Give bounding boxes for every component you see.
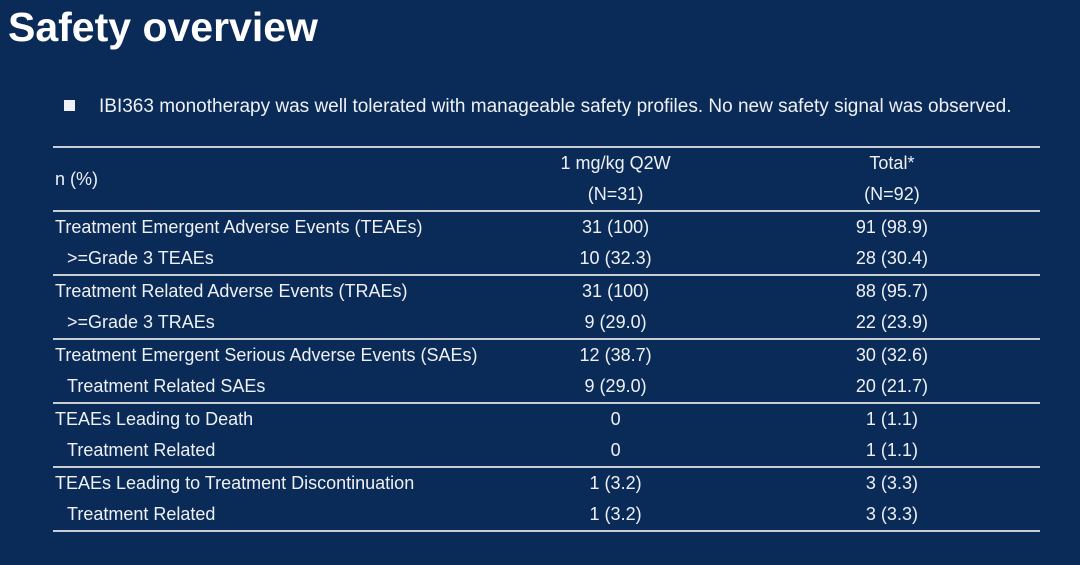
column-header-total-n: (N=92) bbox=[864, 184, 920, 204]
column-header-n-pct: n (%) bbox=[53, 146, 488, 212]
value-total: 3 (3.3) bbox=[865, 473, 918, 493]
value-1mgkg-q2w: 1 (3.2) bbox=[487, 499, 744, 532]
row-label: Treatment Related bbox=[53, 435, 488, 468]
value-1mgkg-q2w: 1 (3.2) bbox=[589, 473, 642, 493]
value-total: 20 (21.7) bbox=[743, 371, 1040, 404]
column-header-total: Total* (N=92) bbox=[743, 146, 1040, 212]
table-row: Treatment Related Adverse Events (TRAEs)… bbox=[53, 275, 1040, 307]
value-1mgkg-q2w: 9 (29.0) bbox=[487, 307, 744, 340]
row-label: Treatment Related bbox=[53, 499, 488, 532]
value-total: 88 (95.7) bbox=[855, 281, 928, 301]
value-total: 30 (32.6) bbox=[855, 345, 928, 365]
column-header-total-label: Total* bbox=[869, 153, 915, 173]
bullet-point: IBI363 monotherapy was well tolerated wi… bbox=[64, 95, 1076, 118]
value-total: 3 (3.3) bbox=[743, 499, 1040, 532]
table-row: TEAEs Leading to Treatment Discontinuati… bbox=[53, 467, 1040, 499]
row-label: TEAEs Leading to Treatment Discontinuati… bbox=[55, 473, 415, 493]
value-total: 22 (23.9) bbox=[743, 307, 1040, 340]
row-label: Treatment Emergent Adverse Events (TEAEs… bbox=[55, 217, 423, 237]
table-row: Treatment Related 0 1 (1.1) bbox=[53, 435, 1040, 468]
row-label: Treatment Emergent Serious Adverse Event… bbox=[55, 345, 478, 365]
table-row: Treatment Emergent Adverse Events (TEAEs… bbox=[53, 211, 1040, 243]
row-label: >=Grade 3 TEAEs bbox=[53, 243, 488, 276]
value-1mgkg-q2w: 10 (32.3) bbox=[487, 243, 744, 276]
table-row: Treatment Related SAEs 9 (29.0) 20 (21.7) bbox=[53, 371, 1040, 404]
value-1mgkg-q2w: 31 (100) bbox=[582, 217, 650, 237]
column-header-dose-n: (N=31) bbox=[587, 184, 644, 204]
table-row: Treatment Emergent Serious Adverse Event… bbox=[53, 339, 1040, 371]
value-1mgkg-q2w: 31 (100) bbox=[582, 281, 650, 301]
row-label: >=Grade 3 TRAEs bbox=[53, 307, 488, 340]
value-1mgkg-q2w: 0 bbox=[610, 409, 621, 429]
safety-table: n (%) 1 mg/kg Q2W (N=31) Total* (N=92) T… bbox=[53, 146, 1040, 532]
bullet-text: IBI363 monotherapy was well tolerated wi… bbox=[99, 96, 1012, 117]
value-1mgkg-q2w: 12 (38.7) bbox=[579, 345, 652, 365]
square-bullet-icon bbox=[64, 100, 75, 111]
table-body: Treatment Emergent Adverse Events (TEAEs… bbox=[53, 211, 1040, 532]
value-total: 1 (1.1) bbox=[865, 409, 918, 429]
table-row: >=Grade 3 TRAEs 9 (29.0) 22 (23.9) bbox=[53, 307, 1040, 340]
value-total: 91 (98.9) bbox=[855, 217, 928, 237]
table-header-row: n (%) 1 mg/kg Q2W (N=31) Total* (N=92) bbox=[53, 146, 1040, 212]
value-total: 28 (30.4) bbox=[743, 243, 1040, 276]
table-row: >=Grade 3 TEAEs 10 (32.3) 28 (30.4) bbox=[53, 243, 1040, 276]
table-row: TEAEs Leading to Death 0 1 (1.1) bbox=[53, 403, 1040, 435]
page-title: Safety overview bbox=[8, 4, 318, 50]
column-header-1mgkg-q2w: 1 mg/kg Q2W (N=31) bbox=[487, 146, 744, 212]
value-1mgkg-q2w: 0 bbox=[487, 435, 744, 468]
row-label: Treatment Related Adverse Events (TRAEs) bbox=[55, 281, 408, 301]
row-label: Treatment Related SAEs bbox=[53, 371, 488, 404]
column-header-dose-label: 1 mg/kg Q2W bbox=[560, 153, 671, 173]
value-total: 1 (1.1) bbox=[743, 435, 1040, 468]
row-label: TEAEs Leading to Death bbox=[55, 409, 254, 429]
table-row: Treatment Related 1 (3.2) 3 (3.3) bbox=[53, 499, 1040, 532]
value-1mgkg-q2w: 9 (29.0) bbox=[487, 371, 744, 404]
